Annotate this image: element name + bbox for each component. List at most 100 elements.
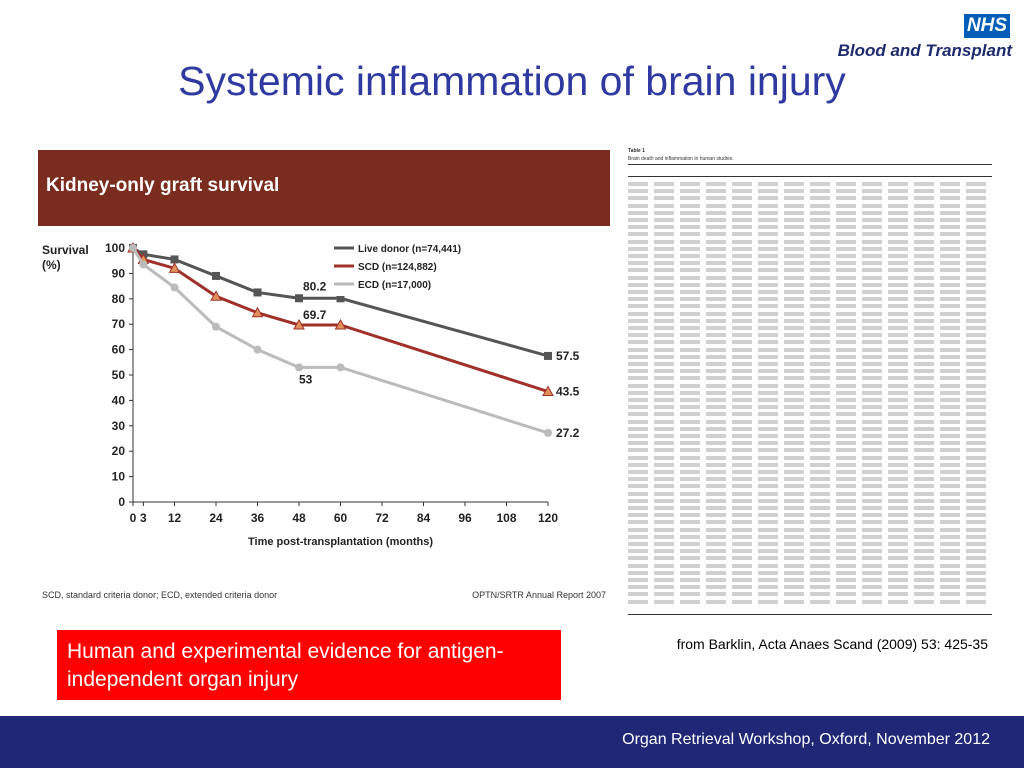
x-tick-label: 24: [209, 511, 223, 525]
data-point-square: [336, 294, 345, 303]
table-row: [628, 534, 992, 539]
data-point-circle: [253, 345, 262, 354]
x-tick-label: 60: [334, 511, 348, 525]
table-row: [628, 477, 992, 482]
y-tick-label: 30: [112, 419, 126, 433]
data-point-triangle: [210, 290, 222, 301]
table-row: [628, 203, 992, 208]
x-tick-label: 84: [417, 511, 431, 525]
table-row: [628, 254, 992, 258]
table-row: [628, 441, 992, 446]
table-row: [628, 549, 992, 554]
data-point-circle: [212, 322, 220, 331]
logo-subtitle: Blood and Transplant: [837, 41, 1012, 60]
legend-box: [330, 240, 510, 296]
table-row: [628, 282, 992, 287]
chart-source: OPTN/SRTR Annual Report 2007: [472, 590, 606, 600]
table-row: [628, 455, 992, 460]
table-row: [628, 506, 992, 510]
table-row: [628, 290, 992, 294]
table-row: [628, 563, 992, 568]
x-tick-label: 36: [251, 511, 265, 525]
graft-survival-chart: Kidney-only graft survival Survival (%) 0 1…: [38, 150, 610, 608]
data-label: 80.2: [303, 279, 327, 293]
table-row: [628, 218, 992, 222]
y-tick-label: 20: [112, 444, 126, 458]
y-tick-label: 80: [112, 292, 126, 306]
legend-entry: SCD (n=124,882): [358, 262, 437, 273]
table-row: [628, 311, 992, 316]
table-row: [628, 354, 992, 359]
x-tick-label: 120: [538, 511, 558, 525]
x-axis-label: Time post-transplantation (months): [248, 536, 433, 548]
legend-entry: Live donor (n=74,441): [358, 244, 461, 255]
data-point-circle: [295, 363, 303, 372]
table-row: [628, 246, 992, 251]
y-tick-label: 100: [105, 241, 125, 255]
table-row: [628, 340, 992, 345]
table-row: [628, 556, 992, 561]
y-tick-label: 50: [112, 368, 126, 382]
table-row: [628, 599, 992, 604]
table-row: [628, 362, 992, 366]
table-row: [628, 376, 992, 381]
y-tick-label: 40: [112, 393, 126, 407]
footer-bar: Organ Retrieval Workshop, Oxford, Novemb…: [0, 716, 1024, 768]
data-label: 53: [299, 372, 313, 386]
table-row: [628, 419, 992, 424]
data-point-circle: [544, 428, 552, 437]
data-point-triangle: [293, 318, 305, 330]
table-row: [628, 196, 992, 201]
data-point-square: [295, 294, 303, 303]
table-row: [628, 542, 992, 546]
table-row: [628, 326, 992, 330]
y-tick-label: 90: [112, 266, 126, 280]
table-row: [628, 225, 992, 230]
table-row: [628, 578, 992, 582]
table-row: [628, 491, 992, 496]
data-point-triangle: [542, 385, 554, 397]
data-point-square: [544, 351, 552, 360]
table-row: [628, 513, 992, 518]
y-axis-label: Survival: [42, 243, 89, 257]
citation: from Barklin, Acta Anaes Scand (2009) 53…: [676, 636, 988, 652]
table-label: Table 1: [628, 148, 645, 154]
x-tick-label: 72: [375, 511, 389, 525]
table-row: [628, 268, 992, 273]
data-point-circle: [170, 283, 179, 292]
table-row: [628, 369, 992, 374]
y-tick-label: 70: [112, 317, 126, 331]
callout-box: Human and experimental evidence for anti…: [57, 630, 561, 700]
chart-footnote: SCD, standard criteria donor; ECD, exten…: [42, 590, 277, 600]
x-tick-label: 3: [140, 511, 147, 525]
table-row: [628, 527, 992, 532]
table-row: [628, 383, 992, 388]
data-label: 27.2: [556, 426, 580, 440]
y-tick-label: 0: [118, 495, 125, 509]
table-row: [628, 239, 992, 244]
table-row: [628, 261, 992, 266]
x-tick-label: 0: [130, 511, 137, 525]
data-point-triangle: [251, 306, 264, 318]
table-row: [628, 297, 992, 302]
footer-text: Organ Retrieval Workshop, Oxford, Novemb…: [622, 731, 990, 748]
slide-title: Systemic inflammation of brain injury: [178, 58, 846, 104]
chart-header: Kidney-only graft survival: [38, 150, 610, 226]
data-label: 57.5: [556, 349, 580, 363]
table-row: [628, 304, 992, 309]
x-tick-label: 96: [458, 511, 472, 525]
data-point-circle: [336, 363, 345, 372]
table-row: [628, 182, 992, 186]
chart-title: Kidney-only graft survival: [46, 175, 280, 196]
y-tick-label: 10: [112, 470, 126, 484]
legend-entry: ECD (n=17,000): [358, 280, 431, 291]
y-tick-label: 60: [112, 343, 126, 357]
table-row: [628, 210, 992, 215]
x-tick-label: 108: [496, 511, 516, 525]
table-row: [628, 189, 992, 194]
nhs-logo: NHS: [964, 14, 1010, 38]
data-point-circle: [139, 260, 148, 269]
data-point-triangle: [334, 318, 347, 330]
x-tick-label: 12: [168, 511, 182, 525]
